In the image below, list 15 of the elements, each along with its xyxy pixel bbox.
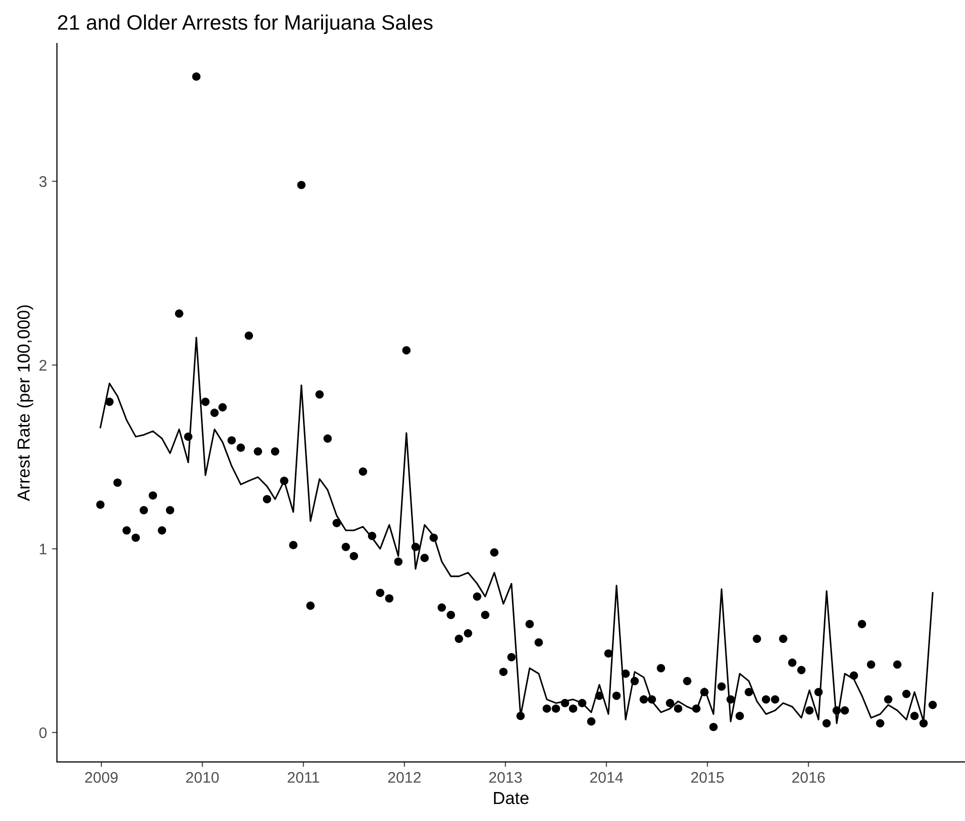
y-tick-label: 3 bbox=[39, 176, 47, 187]
y-axis-title: Arrest Rate (per 100,000) bbox=[16, 305, 34, 502]
chart-title: 21 and Older Arrests for Marijuana Sales bbox=[58, 14, 433, 34]
y-tick-label: 1 bbox=[40, 544, 46, 554]
x-tick-label: 2015 bbox=[691, 772, 724, 783]
x-tick-label: 2009 bbox=[85, 772, 118, 783]
y-tick-label: 0 bbox=[39, 727, 47, 738]
x-tick-label: 2014 bbox=[590, 772, 623, 783]
x-tick-label: 2011 bbox=[288, 772, 320, 783]
x-tick-label: 2012 bbox=[388, 772, 421, 783]
x-tick-label: 2010 bbox=[186, 772, 219, 783]
x-tick-label: 2013 bbox=[489, 772, 522, 783]
x-tick-label: 2016 bbox=[792, 772, 825, 783]
y-tick-label: 2 bbox=[39, 360, 46, 371]
x-axis-title: Date bbox=[494, 792, 529, 804]
